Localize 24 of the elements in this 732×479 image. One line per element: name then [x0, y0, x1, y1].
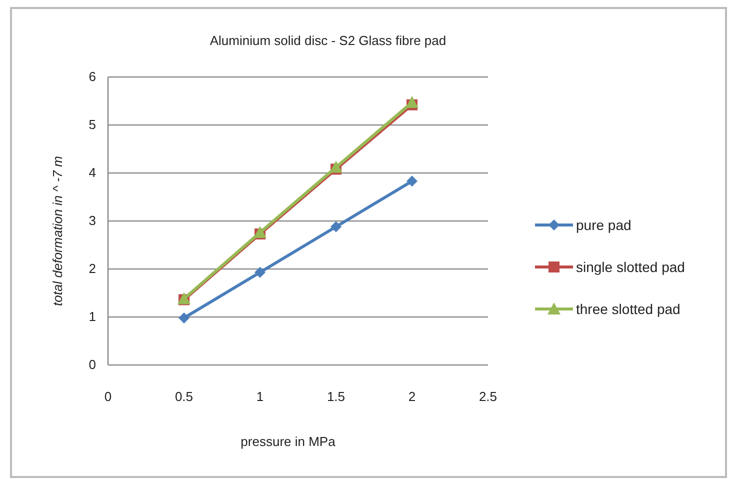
- point: [178, 312, 190, 324]
- point: [406, 176, 418, 187]
- point: [330, 221, 342, 232]
- x-tick-label: 2.5: [478, 389, 498, 404]
- x-tick-label: 2: [408, 389, 416, 404]
- chart-title: Aluminium solid disc - S2 Glass fibre pad: [210, 33, 446, 48]
- x-tick-label: 1: [256, 389, 264, 404]
- x-tick-label: 0.5: [174, 389, 194, 404]
- y-tick-label: 0: [88, 357, 96, 372]
- point: [254, 266, 266, 278]
- y-tick-label: 3: [88, 213, 96, 228]
- y-tick-label: 1: [88, 309, 96, 324]
- y-tick-label: 6: [88, 69, 96, 84]
- legend-label: single slotted pad: [576, 259, 685, 275]
- y-tick-label: 2: [88, 261, 96, 276]
- legend-label: three slotted pad: [576, 301, 680, 317]
- x-tick-label: 0: [104, 389, 112, 404]
- x-axis-title: pressure in MPa: [240, 434, 336, 449]
- y-axis-title: total deformation in ^ -7 m: [50, 156, 65, 306]
- point: [330, 160, 342, 173]
- x-tick-label: 1.5: [326, 389, 346, 404]
- y-tick-label: 4: [88, 165, 96, 180]
- legend-label: pure pad: [576, 217, 632, 233]
- y-tick-label: 5: [88, 117, 96, 132]
